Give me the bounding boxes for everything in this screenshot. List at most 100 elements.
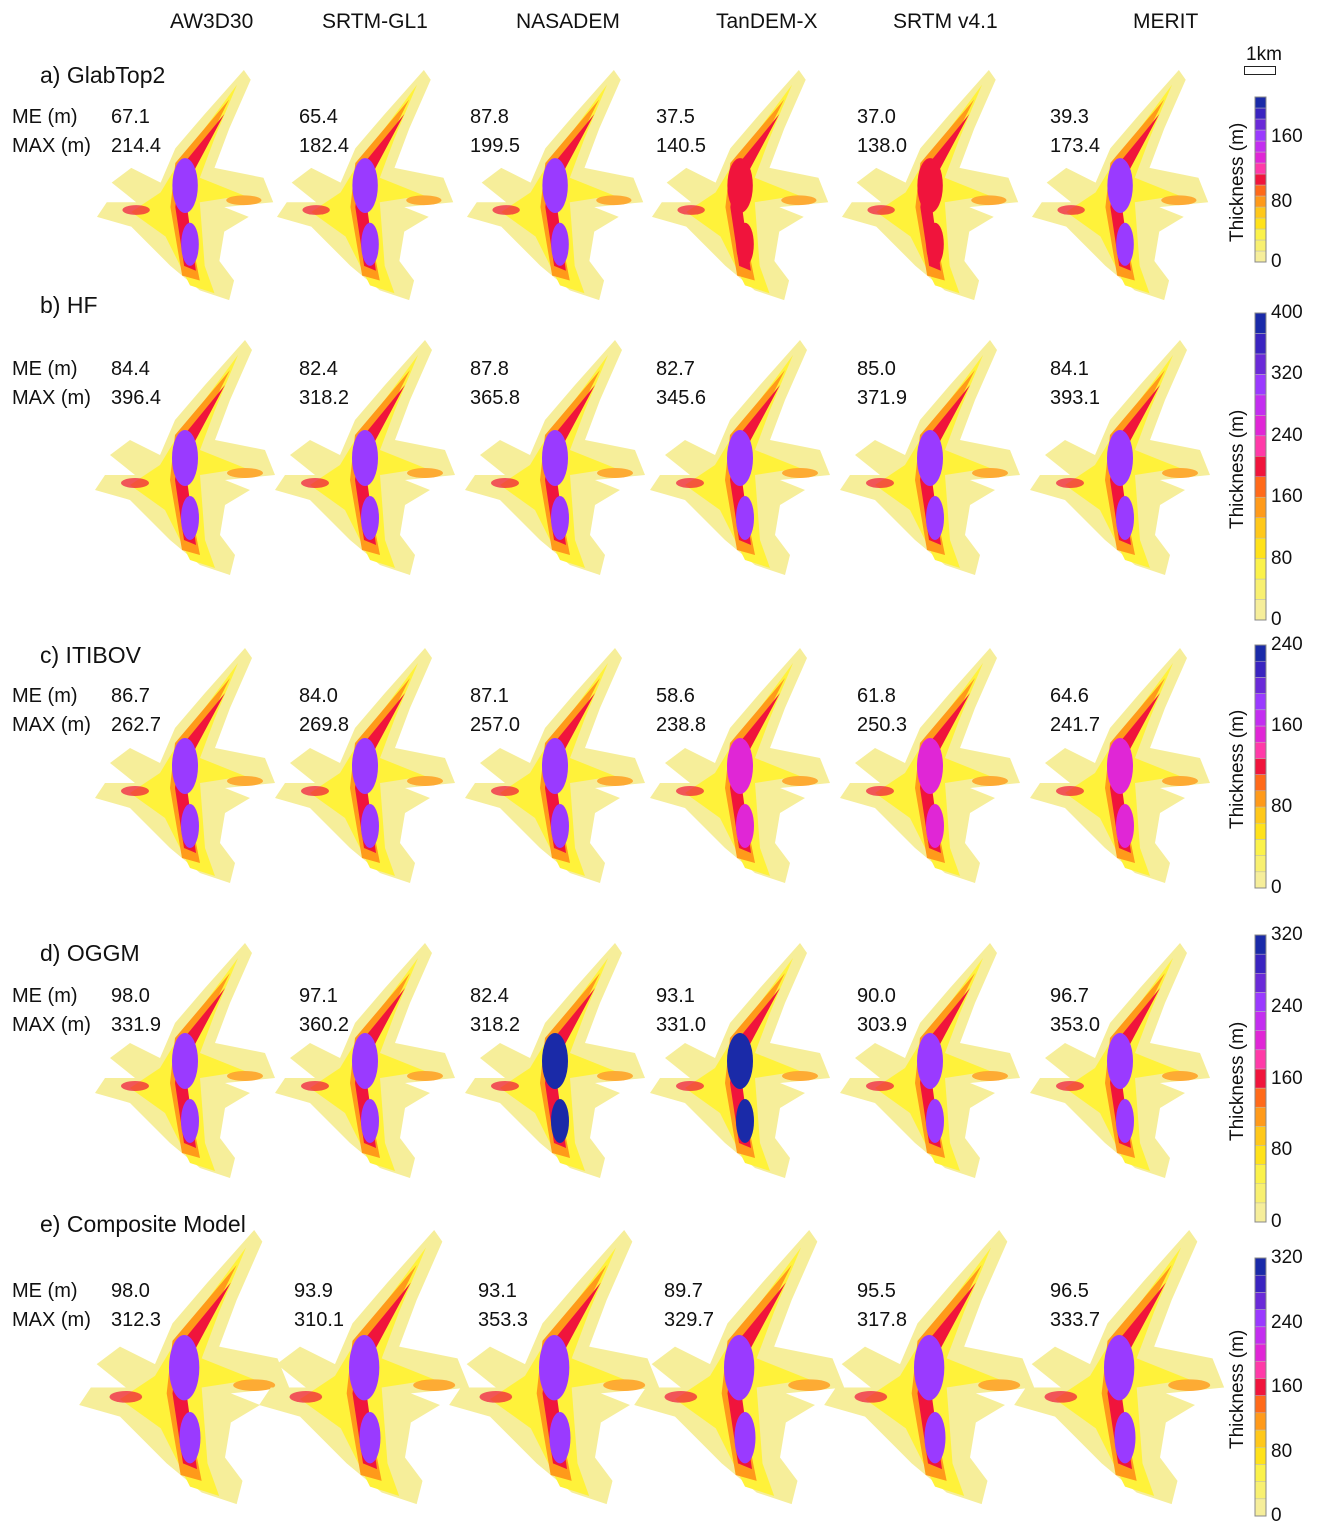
- colorbar-segment: [1255, 872, 1266, 888]
- thickness-core-upper: [539, 1335, 569, 1400]
- me-value: 82.4: [470, 985, 509, 1008]
- max-value: 318.2: [470, 1014, 520, 1037]
- tributary-east: [782, 1071, 818, 1081]
- glacier-thickness-map: [97, 70, 273, 300]
- colorbar-tick-label: 0: [1271, 609, 1282, 631]
- tributary-east: [1168, 1379, 1210, 1391]
- colorbar-segment: [1255, 1292, 1266, 1309]
- colorbar-segment: [1255, 1012, 1266, 1031]
- thickness-core-upper: [172, 430, 198, 486]
- thickness-core-lower: [926, 804, 944, 848]
- tributary-west: [491, 1081, 519, 1091]
- me-value: 85.0: [857, 358, 896, 381]
- thickness-core-upper: [542, 738, 568, 794]
- tributary-west: [301, 1081, 329, 1091]
- tributary-west: [1057, 205, 1084, 215]
- thickness-core-lower: [736, 1099, 754, 1143]
- colorbar-segment: [1255, 119, 1266, 130]
- colorbar-title: Thickness (m): [1227, 1330, 1249, 1449]
- thickness-core-lower: [180, 1412, 201, 1463]
- colorbar-tick-label: 400: [1271, 302, 1303, 324]
- colorbar-title: Thickness (m): [1227, 709, 1249, 828]
- thickness-core-lower: [926, 496, 944, 540]
- tributary-west: [110, 1391, 143, 1403]
- tributary-east: [597, 776, 633, 786]
- max-value: 138.0: [857, 135, 907, 158]
- thickness-core-lower: [181, 223, 199, 266]
- colorbar-tick-label: 160: [1271, 1068, 1303, 1090]
- thickness-core-lower: [550, 1412, 571, 1463]
- tributary-east: [782, 468, 818, 478]
- colorbar-segment: [1255, 333, 1266, 353]
- tributary-east: [603, 1379, 645, 1391]
- colorbar-segment: [1255, 163, 1266, 174]
- me-value: 95.5: [857, 1280, 896, 1303]
- colorbar-tick-label: 0: [1271, 1505, 1282, 1527]
- thickness-core-upper: [172, 1033, 198, 1089]
- colorbar-tick-label: 160: [1271, 126, 1303, 148]
- max-value: 214.4: [111, 135, 161, 158]
- colorbar-segment: [1255, 1258, 1266, 1275]
- max-label: MAX (m): [12, 1309, 91, 1332]
- me-value: 84.1: [1050, 358, 1089, 381]
- colorbar-tick-label: 240: [1271, 634, 1303, 656]
- tributary-east: [226, 195, 261, 205]
- tributary-east: [1162, 468, 1198, 478]
- colorbar-tick-label: 80: [1271, 1139, 1292, 1161]
- tributary-west: [491, 478, 519, 488]
- thickness-core-lower: [735, 1412, 756, 1463]
- thickness-core-lower: [361, 223, 379, 266]
- colorbar-tick-label: 320: [1271, 1247, 1303, 1269]
- thickness-core-upper: [917, 158, 942, 213]
- max-value: 365.8: [470, 387, 520, 410]
- thickness-core-upper: [724, 1335, 754, 1400]
- colorbar-segment: [1255, 477, 1266, 497]
- colorbar-segment: [1255, 1126, 1266, 1145]
- tributary-west: [121, 478, 149, 488]
- tributary-west: [301, 478, 329, 488]
- me-label: ME (m): [12, 106, 78, 129]
- colorbar-segment: [1255, 497, 1266, 517]
- glacier-thickness-map: [1030, 648, 1210, 883]
- me-value: 58.6: [656, 685, 695, 708]
- max-value: 262.7: [111, 714, 161, 737]
- colorbar-segment: [1255, 313, 1266, 333]
- max-value: 173.4: [1050, 135, 1100, 158]
- me-value: 82.4: [299, 358, 338, 381]
- colorbar-tick-label: 0: [1271, 251, 1282, 273]
- tributary-east: [233, 1379, 275, 1391]
- row-title-composite-model: e) Composite Model: [40, 1211, 246, 1238]
- me-value: 67.1: [111, 106, 150, 129]
- tributary-west: [867, 205, 894, 215]
- tributary-west: [121, 786, 149, 796]
- colorbar-segment: [1255, 1430, 1266, 1447]
- colorbar-tick-label: 160: [1271, 715, 1303, 737]
- max-value: 241.7: [1050, 714, 1100, 737]
- thickness-core-upper: [542, 1033, 568, 1089]
- tributary-east: [596, 195, 631, 205]
- colorbar-segment: [1255, 839, 1266, 855]
- tributary-east: [227, 468, 263, 478]
- colorbar-segment: [1255, 1069, 1266, 1088]
- max-value: 182.4: [299, 135, 349, 158]
- glacier-thickness-map: [465, 648, 645, 883]
- colorbar-segment: [1255, 726, 1266, 742]
- glacier-thickness-map: [634, 1230, 844, 1504]
- glacier-thickness-map: [840, 943, 1020, 1178]
- tributary-west: [491, 786, 519, 796]
- max-value: 257.0: [470, 714, 520, 737]
- glacier-thickness-map: [824, 1230, 1034, 1504]
- colorbar-segment: [1255, 1464, 1266, 1481]
- glacier-thickness-map: [275, 648, 455, 883]
- max-value: 331.9: [111, 1014, 161, 1037]
- tributary-east: [782, 776, 818, 786]
- colorbar-segment: [1255, 152, 1266, 163]
- colorbar-segment: [1255, 935, 1266, 954]
- tributary-west: [121, 1081, 149, 1091]
- colorbar-segment: [1255, 1031, 1266, 1050]
- tributary-east: [972, 1071, 1008, 1081]
- colorbar-segment: [1255, 1447, 1266, 1464]
- colorbar-segment: [1255, 1327, 1266, 1344]
- colorbar-title: Thickness (m): [1227, 1021, 1249, 1140]
- thickness-core-lower: [1116, 496, 1134, 540]
